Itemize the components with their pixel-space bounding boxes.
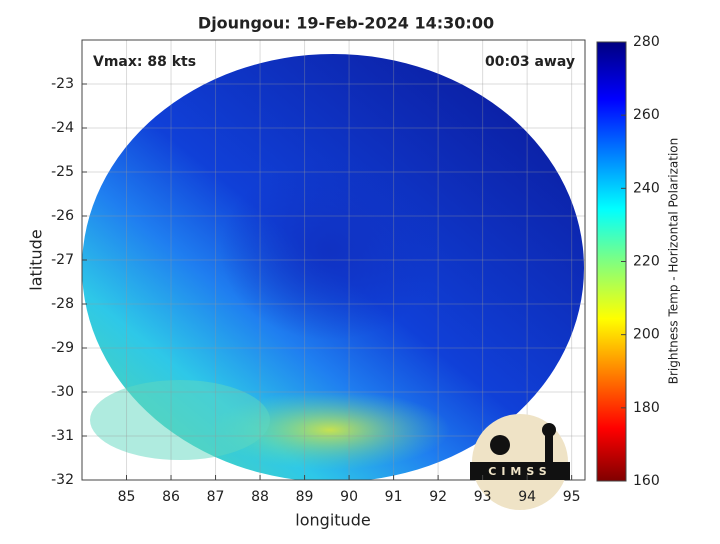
y-tick-label: -24 (51, 120, 74, 136)
x-tick-label: 93 (474, 489, 492, 505)
x-tick-label: 92 (429, 489, 447, 505)
colorbar-label: Brightness Temp - Horizontal Polarizatio… (667, 138, 681, 385)
x-tick-label: 86 (162, 489, 180, 505)
y-tick-label: -26 (51, 208, 74, 224)
y-tick-label: -25 (51, 164, 74, 180)
colorbar-tick-label: 200 (633, 327, 660, 343)
colorbar-tick-label: 260 (633, 107, 660, 123)
y-axis-label: latitude (27, 229, 46, 290)
x-tick-label: 91 (385, 489, 403, 505)
x-tick-label: 89 (296, 489, 314, 505)
x-axis-label: longitude (295, 511, 370, 530)
y-tick-label: -28 (51, 296, 74, 312)
colorbar-tick-label: 180 (633, 400, 660, 416)
x-tick-label: 87 (207, 489, 225, 505)
x-tick-label: 94 (518, 489, 536, 505)
annotation: 00:03 away (485, 54, 575, 70)
y-tick-label: -27 (51, 252, 74, 268)
x-tick-label: 90 (340, 489, 358, 505)
logo-text: CIMSS (488, 465, 551, 478)
annotation: Vmax: 88 kts (93, 54, 196, 70)
y-tick-label: -30 (51, 384, 74, 400)
colorbar-tick-label: 220 (633, 254, 660, 270)
x-tick-label: 88 (251, 489, 269, 505)
y-tick-label: -31 (51, 428, 74, 444)
colorbar-tick-label: 280 (633, 34, 660, 50)
y-tick-label: -32 (51, 472, 74, 488)
colorbar-tick-label: 240 (633, 180, 660, 196)
colorbar-tick-label: 160 (633, 473, 660, 489)
y-tick-label: -29 (51, 340, 74, 356)
x-tick-label: 95 (563, 489, 581, 505)
chart-title: Djoungou: 19-Feb-2024 14:30:00 (198, 14, 494, 33)
image-field (82, 54, 584, 480)
x-tick-label: 85 (118, 489, 136, 505)
y-tick-label: -23 (51, 76, 74, 92)
logo: CIMSS (470, 414, 570, 510)
